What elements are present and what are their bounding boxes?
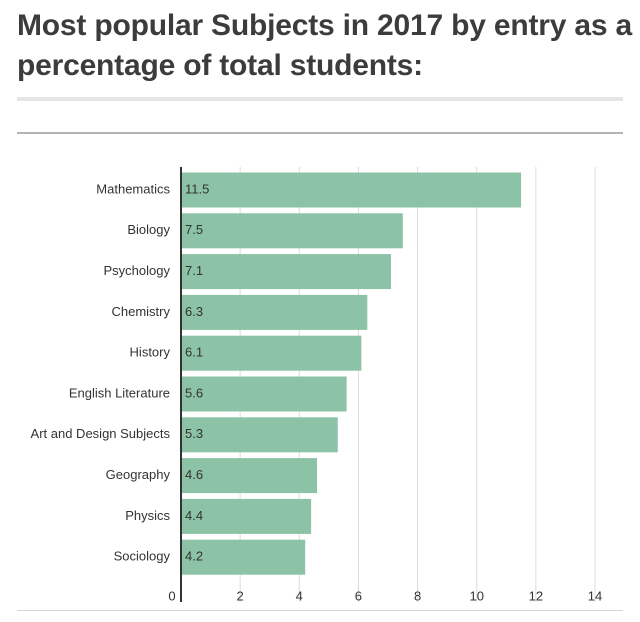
bar bbox=[181, 539, 306, 575]
category-label: Psychology bbox=[104, 263, 171, 278]
bar bbox=[181, 294, 368, 330]
value-label: 5.3 bbox=[185, 426, 203, 441]
category-label: Biology bbox=[127, 222, 170, 237]
value-label: 5.6 bbox=[185, 385, 203, 400]
chart-bottom-divider bbox=[17, 610, 623, 611]
x-tick-label: 12 bbox=[529, 588, 543, 603]
x-tick-label: 2 bbox=[237, 588, 244, 603]
value-label: 4.6 bbox=[185, 467, 203, 482]
x-tick-label: 14 bbox=[588, 588, 602, 603]
category-label: English Literature bbox=[69, 385, 170, 400]
category-label: Geography bbox=[106, 467, 171, 482]
bar bbox=[181, 335, 362, 371]
bar bbox=[181, 254, 391, 290]
bar bbox=[181, 417, 338, 453]
chart-title: Most popular Subjects in 2017 by entry a… bbox=[17, 9, 632, 82]
x-tick-label: 0 bbox=[168, 588, 175, 603]
category-label: Sociology bbox=[114, 549, 171, 564]
x-tick-label: 4 bbox=[296, 588, 303, 603]
category-label: Mathematics bbox=[96, 181, 170, 196]
value-label: 4.4 bbox=[185, 508, 203, 523]
chart-top-divider bbox=[17, 132, 623, 134]
bar bbox=[181, 376, 347, 412]
bar bbox=[181, 172, 522, 208]
category-label: Chemistry bbox=[111, 304, 170, 319]
bar bbox=[181, 213, 403, 249]
bar bbox=[181, 498, 312, 534]
category-label: Physics bbox=[125, 508, 170, 523]
category-labels: Mathematics Biology Psychology Chemistry His… bbox=[31, 181, 171, 563]
category-label: History bbox=[130, 345, 171, 360]
x-tick-label: 10 bbox=[469, 588, 483, 603]
bars bbox=[181, 172, 522, 575]
title-divider bbox=[17, 97, 623, 101]
value-label: 11.5 bbox=[185, 181, 209, 196]
value-label: 6.1 bbox=[185, 345, 203, 360]
x-tick-label: 8 bbox=[414, 588, 421, 603]
value-label: 6.3 bbox=[185, 304, 203, 319]
value-label: 4.2 bbox=[185, 549, 203, 564]
value-label: 7.5 bbox=[185, 222, 203, 237]
bar bbox=[181, 458, 318, 494]
category-label: Art and Design Subjects bbox=[31, 426, 171, 441]
x-tick-labels: 0 2 4 6 8 10 12 14 bbox=[168, 588, 602, 603]
value-labels: 11.5 7.5 7.1 6.3 6.1 5.6 5.3 4.6 4.4 4.2 bbox=[185, 181, 209, 563]
x-tick-label: 6 bbox=[355, 588, 362, 603]
value-label: 7.1 bbox=[185, 263, 203, 278]
